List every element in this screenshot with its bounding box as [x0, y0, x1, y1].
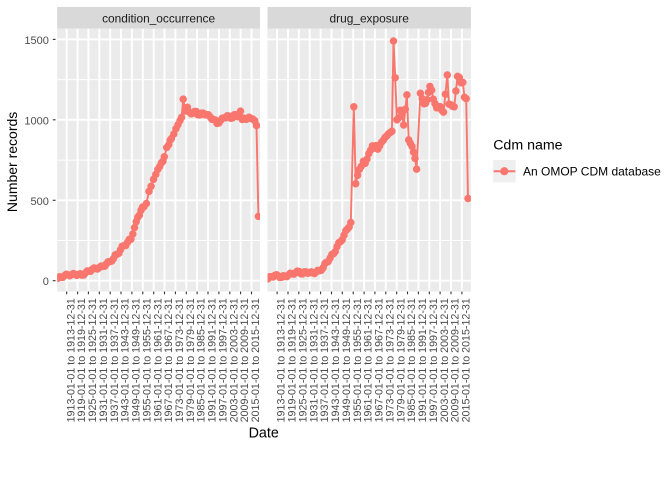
svg-text:1991-01-01 to 1991-12-31: 1991-01-01 to 1991-12-31 [207, 298, 219, 422]
svg-text:1913-01-01 to 1913-12-31: 1913-01-01 to 1913-12-31 [276, 298, 288, 422]
svg-text:1937-01-01 to 1937-12-31: 1937-01-01 to 1937-12-31 [109, 298, 121, 422]
svg-text:2009-01-01 to 2009-12-31: 2009-01-01 to 2009-12-31 [450, 298, 462, 422]
svg-text:1973-01-01 to 1973-12-31: 1973-01-01 to 1973-12-31 [174, 298, 186, 422]
svg-text:1979-01-01 to 1979-12-31: 1979-01-01 to 1979-12-31 [395, 298, 407, 422]
svg-text:1955-01-01 to 1955-12-31: 1955-01-01 to 1955-12-31 [141, 298, 153, 422]
svg-text:Cdm name: Cdm name [493, 138, 562, 154]
svg-text:1997-01-01 to 1997-12-31: 1997-01-01 to 1997-12-31 [218, 298, 230, 422]
svg-text:1000: 1000 [24, 115, 48, 127]
svg-text:1985-01-01 to 1985-12-31: 1985-01-01 to 1985-12-31 [196, 298, 208, 422]
svg-text:1985-01-01 to 1985-12-31: 1985-01-01 to 1985-12-31 [406, 298, 418, 422]
svg-text:An OMOP CDM database: An OMOP CDM database [523, 165, 661, 179]
svg-text:1961-01-01 to 1961-12-31: 1961-01-01 to 1961-12-31 [363, 298, 375, 422]
svg-text:2009-01-01 to 2009-12-31: 2009-01-01 to 2009-12-31 [239, 298, 251, 422]
svg-text:1931-01-01 to 1931-12-31: 1931-01-01 to 1931-12-31 [308, 298, 320, 422]
svg-text:1913-01-01 to 1913-12-31: 1913-01-01 to 1913-12-31 [65, 298, 77, 422]
svg-text:2015-01-01 to 2015-12-31: 2015-01-01 to 2015-12-31 [250, 298, 262, 422]
svg-text:2003-01-01 to 2003-12-31: 2003-01-01 to 2003-12-31 [439, 298, 451, 422]
svg-text:2003-01-01 to 2003-12-31: 2003-01-01 to 2003-12-31 [228, 298, 240, 422]
svg-text:1997-01-01 to 1997-12-31: 1997-01-01 to 1997-12-31 [428, 298, 440, 422]
svg-text:1919-01-01 to 1919-12-31: 1919-01-01 to 1919-12-31 [287, 298, 299, 422]
svg-text:2015-01-01 to 2015-12-31: 2015-01-01 to 2015-12-31 [461, 298, 473, 422]
svg-text:1931-01-01 to 1931-12-31: 1931-01-01 to 1931-12-31 [98, 298, 110, 422]
svg-text:Number records: Number records [4, 112, 20, 212]
svg-text:1943-01-01 to 1943-12-31: 1943-01-01 to 1943-12-31 [330, 298, 342, 422]
svg-text:500: 500 [31, 196, 49, 208]
svg-text:0: 0 [43, 276, 49, 288]
svg-text:1949-01-01 to 1949-12-31: 1949-01-01 to 1949-12-31 [341, 298, 353, 422]
svg-text:1943-01-01 to 1943-12-31: 1943-01-01 to 1943-12-31 [120, 298, 132, 422]
svg-text:1949-01-01 to 1949-12-31: 1949-01-01 to 1949-12-31 [131, 298, 143, 422]
svg-text:1925-01-01 to 1925-12-31: 1925-01-01 to 1925-12-31 [297, 298, 309, 422]
svg-text:1967-01-01 to 1967-12-31: 1967-01-01 to 1967-12-31 [374, 298, 386, 422]
svg-text:Date: Date [249, 426, 279, 442]
svg-text:1967-01-01 to 1967-12-31: 1967-01-01 to 1967-12-31 [163, 298, 175, 422]
svg-text:1973-01-01 to 1973-12-31: 1973-01-01 to 1973-12-31 [384, 298, 396, 422]
svg-text:1991-01-01 to 1991-12-31: 1991-01-01 to 1991-12-31 [417, 298, 429, 422]
svg-text:1937-01-01 to 1937-12-31: 1937-01-01 to 1937-12-31 [319, 298, 331, 422]
svg-text:1500: 1500 [24, 35, 48, 47]
svg-text:1955-01-01 to 1955-12-31: 1955-01-01 to 1955-12-31 [352, 298, 364, 422]
svg-text:condition_occurrence: condition_occurrence [102, 12, 215, 26]
svg-text:1919-01-01 to 1919-12-31: 1919-01-01 to 1919-12-31 [76, 298, 88, 422]
svg-text:drug_exposure: drug_exposure [330, 12, 410, 26]
svg-text:1961-01-01 to 1961-12-31: 1961-01-01 to 1961-12-31 [152, 298, 164, 422]
svg-text:1979-01-01 to 1979-12-31: 1979-01-01 to 1979-12-31 [185, 298, 197, 422]
svg-text:1925-01-01 to 1925-12-31: 1925-01-01 to 1925-12-31 [87, 298, 99, 422]
